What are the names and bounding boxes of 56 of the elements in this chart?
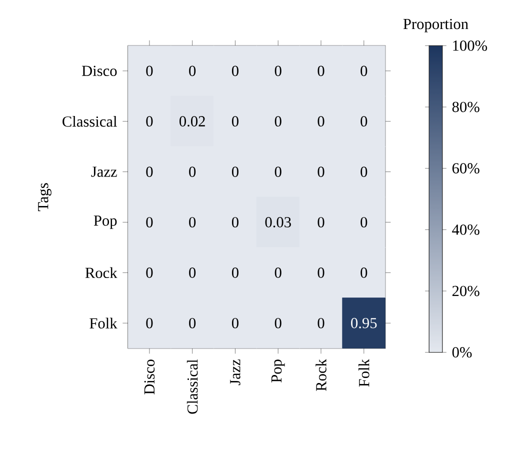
y-tick-label: Rock xyxy=(85,267,118,278)
data-label: 0 xyxy=(146,217,153,228)
data-label: 0 xyxy=(232,268,238,278)
data-label: 0 xyxy=(146,268,153,278)
data-label: 0 xyxy=(232,116,238,127)
data-label: 0 xyxy=(146,318,153,328)
data-label: 0 xyxy=(274,318,282,328)
data-label: 0 xyxy=(360,66,368,76)
color-bar-label: 100% xyxy=(453,40,488,51)
color-bar-title: Proportion xyxy=(403,18,468,32)
data-label: 0 xyxy=(232,66,238,76)
color-bar-label: 40% xyxy=(452,224,480,235)
data-label: 0 xyxy=(360,166,368,177)
x-tick-label: Folk xyxy=(358,359,370,387)
y-axis-title: Tags xyxy=(38,183,52,212)
data-label: 0 xyxy=(318,217,324,228)
data-label: 0 xyxy=(318,66,324,76)
data-label: 0 xyxy=(274,268,282,278)
data-label: 0 xyxy=(146,166,153,177)
data-label: 0 xyxy=(274,66,282,76)
data-label: 0 xyxy=(146,116,153,127)
y-tick-label: Jazz xyxy=(91,166,117,177)
data-label: 0.03 xyxy=(265,217,291,228)
data-label: 0 xyxy=(232,217,238,228)
data-label: 0 xyxy=(318,268,324,278)
color-bar-label: 20% xyxy=(452,286,480,296)
color-bar-label: 0% xyxy=(452,347,472,358)
data-label: 0 xyxy=(360,116,368,127)
data-label: 0 xyxy=(318,318,324,328)
data-label: 0 xyxy=(146,66,153,76)
data-label: 0 xyxy=(232,318,238,328)
data-label: 0 xyxy=(318,166,324,177)
data-label: 0 xyxy=(189,268,196,278)
x-tick-label: Pop xyxy=(271,360,285,382)
data-label: 0 xyxy=(189,66,196,76)
color-bar-label: 60% xyxy=(452,163,480,174)
color-bar-label: 80% xyxy=(452,102,480,112)
data-label: 0 xyxy=(274,166,282,177)
x-tick-label: Jazz xyxy=(230,359,240,386)
y-tick-label: Disco xyxy=(82,66,117,76)
data-label: 0 xyxy=(189,318,196,328)
data-label: 0.95 xyxy=(351,318,377,328)
data-label: 0 xyxy=(189,166,196,177)
data-label: 0 xyxy=(189,217,196,228)
y-tick-label: Folk xyxy=(90,318,118,329)
data-label: 0.02 xyxy=(180,116,205,127)
data-label: 0 xyxy=(232,166,238,177)
data-label: 0 xyxy=(360,217,368,228)
data-label: 0 xyxy=(274,116,282,127)
x-tick-label: Rock xyxy=(316,359,326,391)
x-tick-label: Disco xyxy=(144,360,155,394)
data-label: 0 xyxy=(360,268,368,278)
y-tick-label: Classical xyxy=(62,116,117,127)
x-tick-label: Classical xyxy=(186,359,198,414)
y-tick-label: Pop xyxy=(94,216,117,229)
data-label: 0 xyxy=(318,116,324,127)
